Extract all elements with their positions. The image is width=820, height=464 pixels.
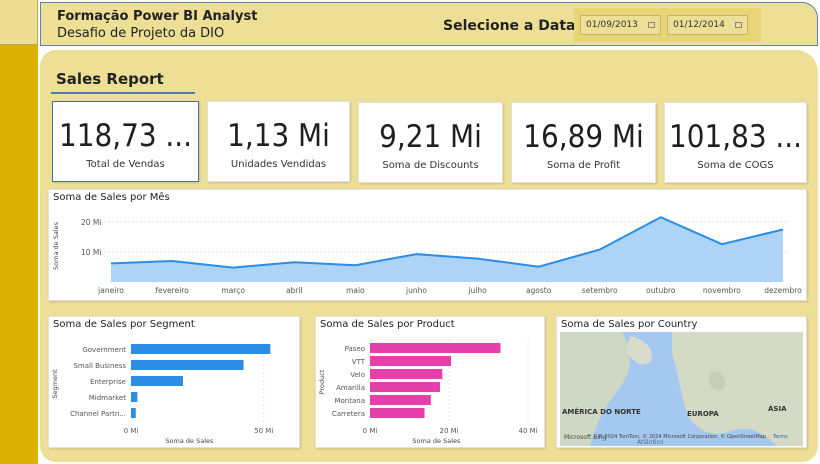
product-chart-svg: 0 Mi 20 Mi 40 Mi Paseo VTT Velo Amarilla Montan… [318, 339, 538, 445]
report-canvas: Sales Report 118,73 ... Total de Vendas … [40, 50, 818, 462]
chart-title: Soma de Sales por Segment [53, 319, 195, 330]
map-label-asia: ÁSIA [768, 405, 787, 413]
map-terms-link[interactable]: Terms [773, 434, 788, 440]
calendar-icon[interactable] [735, 22, 742, 28]
kpi-value: 9,21 Mi [379, 119, 482, 155]
end-date-input[interactable]: 01/12/2014 [667, 15, 748, 35]
x-tick-label: abril [286, 286, 303, 295]
map-label-atlantic: Atlântico [637, 439, 664, 446]
x-tick-label: 40 Mi [519, 427, 538, 435]
kpi-label: Soma de Discounts [382, 160, 479, 171]
kpi-card-discounts[interactable]: 9,21 Mi Soma de Discounts [358, 102, 503, 183]
x-tick-label: junho [405, 286, 427, 295]
y-tick-label: 20 Mi [81, 218, 101, 227]
kpi-value: 101,83 ... [669, 119, 802, 155]
x-axis-label: Soma de Sales [165, 437, 214, 445]
y-axis-label: Segment [51, 369, 59, 399]
chart-title: Soma de Sales por Product [320, 319, 455, 330]
kpi-label: Unidades Vendidas [230, 159, 327, 170]
segment-chart-svg: 0 Mi 50 Mi Government Small Business Enterpr… [51, 340, 273, 445]
start-date-value: 01/09/2013 [586, 20, 638, 30]
x-tick-label: setembro [582, 286, 618, 295]
category-label: Small Business [73, 362, 126, 370]
kpi-label: Soma de COGS [697, 160, 774, 171]
map-sales-by-country[interactable]: Soma de Sales por Country AMÉRICA DO NOR… [556, 316, 807, 448]
x-tick-label: 20 Mi [439, 427, 458, 435]
x-tick-label: 50 Mi [254, 427, 273, 435]
sidebar-top [0, 0, 38, 45]
category-label: Enterprise [90, 378, 126, 386]
category-label: Carretera [332, 410, 365, 418]
x-tick-label: novembro [703, 286, 741, 295]
bar [370, 369, 443, 379]
kpi-card-cogs[interactable]: 101,83 ... Soma de COGS [664, 102, 807, 183]
bar [370, 356, 452, 366]
line-chart-sales-by-month[interactable]: Soma de Sales por Mês 10 Mi 20 Mi Soma de … [48, 189, 807, 301]
kpi-card-unidades-vendidas[interactable]: 1,13 Mi Unidades Vendidas [207, 101, 350, 182]
x-tick-label: dezembro [764, 286, 802, 295]
kpi-card-profit[interactable]: 16,89 Mi Soma de Profit [511, 102, 656, 183]
bar [370, 395, 431, 405]
date-slicer-label: Selecione a Data [443, 18, 576, 34]
x-tick-label: janeiro [97, 286, 124, 295]
y-axis-label: Soma de Sales [52, 221, 60, 270]
sales-area [111, 217, 783, 282]
category-label: Midmarket [89, 394, 127, 402]
end-date-value: 01/12/2014 [673, 20, 725, 30]
header-subtitle: Desafio de Projeto da DIO [57, 26, 225, 41]
report-title: Sales Report [56, 70, 164, 88]
header-title: Formação Power BI Analyst [57, 9, 258, 24]
x-tick-label: março [221, 286, 245, 295]
kpi-value: 16,89 Mi [523, 119, 644, 155]
kpi-card-total-vendas[interactable]: 118,73 ... Total de Vendas [52, 101, 199, 182]
kpi-label: Total de Vendas [86, 159, 165, 170]
x-tick-label: julho [467, 286, 487, 295]
map-view[interactable]: AMÉRICA DO NORTE EUROPA ÁSIA Atlântico M… [560, 332, 803, 446]
bing-logo: Microsoft Bing [564, 434, 607, 441]
category-label: Paseo [345, 345, 365, 353]
kpi-value: 1,13 Mi [227, 118, 330, 154]
start-date-input[interactable]: 01/09/2013 [580, 15, 661, 35]
sidebar [0, 0, 38, 464]
category-label: Amarilla [336, 384, 365, 392]
bar [131, 344, 271, 354]
title-underline [51, 92, 195, 94]
category-label: Velo [350, 371, 365, 379]
bar [131, 408, 136, 418]
calendar-icon[interactable] [648, 22, 655, 28]
y-axis-label: Product [318, 369, 326, 394]
bar [370, 382, 440, 392]
x-tick-label: maio [346, 286, 365, 295]
x-tick-label: fevereiro [155, 286, 189, 295]
kpi-value: 118,73 ... [59, 118, 192, 154]
date-slicer: 01/09/2013 01/12/2014 [574, 8, 761, 42]
bar-chart-sales-by-product[interactable]: Soma de Sales por Product 0 Mi 20 Mi 40 Mi… [315, 316, 545, 448]
chart-title: Soma de Sales por Mês [53, 192, 170, 203]
x-tick-label: agosto [526, 286, 552, 295]
x-tick-label: outubro [646, 286, 676, 295]
line-chart-svg: 10 Mi 20 Mi Soma de Sales janeiro fevereiro m… [52, 216, 802, 295]
bar [370, 343, 501, 353]
category-label: Government [82, 346, 126, 354]
bar [131, 376, 184, 386]
bar [131, 392, 138, 402]
category-label: Montana [334, 397, 365, 405]
map-label-europe: EUROPA [687, 410, 719, 418]
category-label: VTT [352, 358, 366, 366]
header-bar: Formação Power BI Analyst Desafio de Pro… [40, 2, 818, 46]
x-tick-label: 0 Mi [363, 427, 378, 435]
category-label: Channel Partn... [70, 410, 126, 418]
bar-chart-sales-by-segment[interactable]: Soma de Sales por Segment 0 Mi 50 Mi Gover… [48, 316, 300, 448]
bar [131, 360, 244, 370]
map-land-svg [560, 332, 803, 446]
map-attribution: © 2024 TomTom, © 2024 Microsoft Corporat… [598, 434, 767, 440]
x-axis-label: Soma de Sales [412, 437, 461, 445]
bar [370, 408, 425, 418]
sales-line [110, 216, 784, 269]
kpi-label: Soma de Profit [546, 160, 621, 171]
x-tick-label: 0 Mi [124, 427, 139, 435]
chart-title: Soma de Sales por Country [561, 319, 698, 330]
map-label-north-america: AMÉRICA DO NORTE [562, 408, 641, 416]
y-tick-label: 10 Mi [81, 248, 101, 257]
